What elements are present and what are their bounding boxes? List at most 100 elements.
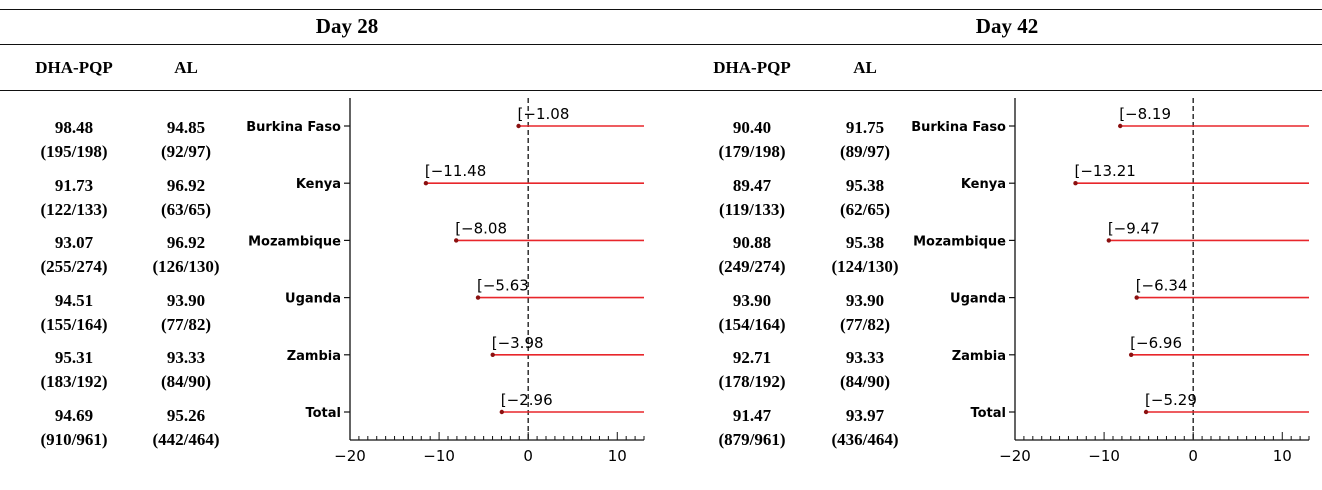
dha-pqp-value: 91.73 [54, 175, 94, 195]
category-label: Zambia [287, 349, 341, 364]
lower-bound-label: [−5.63 [477, 277, 529, 295]
category-label: Uganda [950, 292, 1006, 307]
lower-bound-point [453, 238, 459, 243]
lower-bound-point [1143, 409, 1149, 415]
al-count: (436/464) [831, 429, 899, 449]
lower-bound-label: [−6.34 [1136, 277, 1188, 295]
lower-bound-label: [−2.96 [501, 391, 553, 409]
lower-bound-label: [−11.48 [425, 162, 486, 180]
al-count: (442/464) [152, 429, 220, 449]
al-value: 93.90 [166, 290, 206, 310]
dha-pqp-count: (179/198) [718, 142, 786, 161]
al-value: 93.90 [845, 290, 885, 310]
day28-al-header: AL [174, 58, 198, 77]
al-count: (84/90) [160, 372, 212, 391]
al-count: (84/90) [839, 372, 891, 391]
category-label: Uganda [285, 292, 341, 307]
lower-bound-label: [−13.21 [1074, 162, 1135, 180]
al-value: 96.92 [166, 233, 206, 252]
lower-bound-label: [−6.96 [1130, 334, 1182, 352]
dha-pqp-count: (154/164) [718, 314, 786, 334]
al-value: 95.38 [845, 175, 885, 195]
x-tick-label: −20 [999, 447, 1031, 465]
category-label: Mozambique [913, 234, 1006, 249]
al-count: (92/97) [160, 142, 212, 161]
lower-bound-label: [−9.47 [1108, 219, 1160, 237]
x-tick-label: −20 [334, 447, 366, 465]
lower-bound-point [1134, 295, 1139, 300]
dha-pqp-value: 94.69 [54, 405, 94, 425]
dha-pqp-count: (879/961) [718, 429, 786, 449]
al-count: (126/130) [152, 257, 220, 276]
al-value: 95.38 [845, 233, 885, 252]
dha-pqp-value: 89.47 [732, 175, 772, 195]
al-value: 96.92 [166, 175, 206, 195]
al-count: (62/65) [839, 199, 891, 219]
dha-pqp-count: (119/133) [718, 199, 786, 219]
dha-pqp-count: (122/133) [40, 199, 108, 219]
al-value: 94.85 [166, 118, 206, 137]
lower-bound-point [499, 409, 505, 415]
category-label: Total [305, 406, 341, 421]
al-count: (89/97) [839, 142, 891, 161]
category-label: Kenya [961, 177, 1006, 192]
al-value: 91.75 [845, 118, 885, 137]
dha-pqp-value: 90.40 [732, 118, 772, 137]
lower-bound-label: [−8.19 [1119, 105, 1171, 123]
category-label: Burkina Faso [911, 120, 1006, 135]
lower-bound-point [1073, 181, 1078, 186]
al-value: 95.26 [166, 405, 206, 425]
category-label: Total [970, 406, 1006, 421]
day42-title: Day 42 [975, 14, 1039, 38]
day42-al-header: AL [853, 58, 877, 77]
x-tick-label: 0 [523, 447, 533, 465]
category-label: Zambia [952, 349, 1006, 364]
al-value: 93.33 [166, 348, 206, 367]
x-tick-label: 10 [1273, 447, 1292, 465]
dha-pqp-value: 93.07 [54, 233, 94, 252]
dha-pqp-count: (183/192) [40, 372, 108, 391]
lower-bound-point [516, 123, 521, 129]
lower-bound-label: [−1.08 [518, 105, 570, 123]
x-tick-label: −10 [423, 447, 455, 465]
dha-pqp-value: 93.90 [732, 290, 772, 310]
al-count: (77/82) [839, 314, 891, 334]
lower-bound-point [490, 352, 495, 357]
dha-pqp-value: 90.88 [732, 233, 772, 252]
day42-dha-header: DHA-PQP [713, 58, 791, 77]
al-count: (63/65) [160, 199, 212, 219]
category-label: Kenya [296, 177, 341, 192]
x-tick-label: 10 [608, 447, 627, 465]
dha-pqp-value: 91.47 [732, 405, 772, 425]
lower-bound-point [423, 181, 429, 186]
al-count: (124/130) [831, 257, 899, 276]
lower-bound-point [1106, 238, 1112, 243]
lower-bound-point [1118, 123, 1123, 129]
lower-bound-label: [−5.29 [1145, 391, 1197, 409]
top-rule [0, 9, 1322, 10]
dha-pqp-value: 98.48 [54, 118, 94, 137]
dha-pqp-count: (910/961) [40, 429, 108, 449]
al-count: (77/82) [160, 314, 212, 334]
al-value: 93.33 [845, 348, 885, 367]
day28-dha-header: DHA-PQP [35, 58, 113, 77]
dha-pqp-value: 94.51 [54, 290, 94, 310]
al-value: 93.97 [845, 405, 885, 425]
lower-bound-label: [−3.98 [492, 334, 544, 352]
day28-title: Day 28 [315, 14, 379, 38]
dha-pqp-count: (255/274) [40, 257, 108, 276]
x-tick-label: 0 [1188, 447, 1198, 465]
dha-pqp-count: (155/164) [40, 314, 108, 334]
dha-pqp-count: (249/274) [718, 257, 786, 276]
lower-bound-point [475, 295, 481, 300]
lower-bound-label: [−8.08 [455, 219, 507, 237]
dha-pqp-value: 95.31 [54, 348, 94, 367]
dha-pqp-count: (195/198) [40, 142, 108, 161]
dha-pqp-count: (178/192) [718, 372, 786, 391]
lower-bound-point [1128, 352, 1134, 357]
title-rule [0, 44, 1322, 45]
x-tick-label: −10 [1088, 447, 1120, 465]
category-label: Mozambique [248, 234, 341, 249]
header-rule [0, 90, 1322, 91]
